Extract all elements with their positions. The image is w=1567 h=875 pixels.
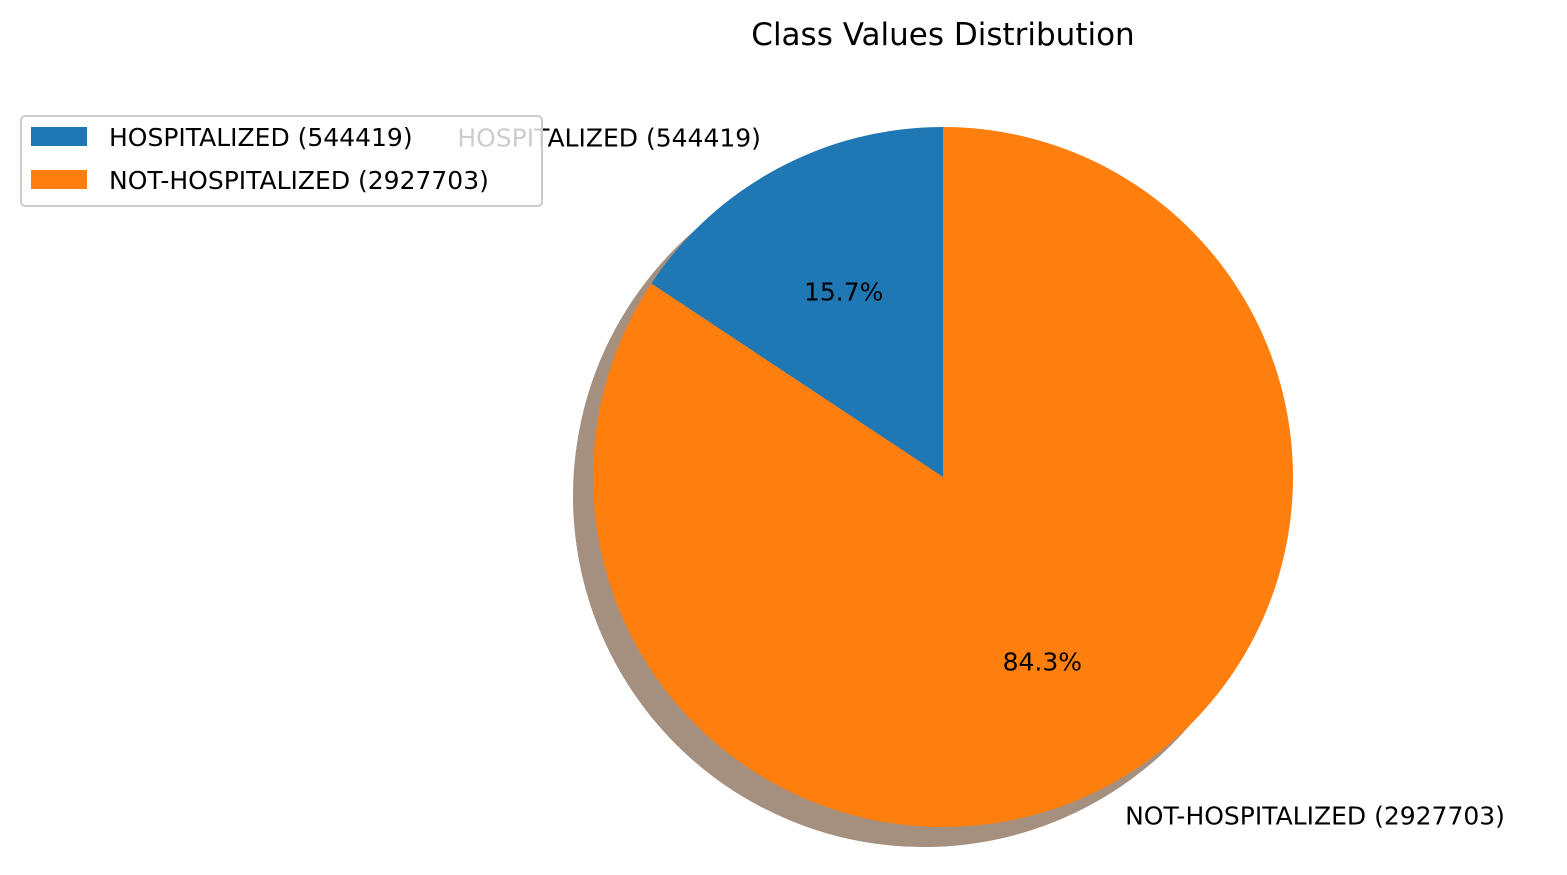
- pie-slice-hospitalized: [651, 127, 943, 477]
- pie-slice-not-hospitalized: [593, 127, 1293, 828]
- legend-swatch-hospitalized: [31, 127, 87, 146]
- chart-title: Class Values Distribution: [751, 17, 1134, 53]
- legend-swatch-not-hospitalized: [31, 170, 87, 189]
- pie-percent-label-not-hospitalized: 84.3%: [1003, 648, 1082, 677]
- pie-slice-label-not-hospitalized: NOT-HOSPITALIZED (2927703): [1125, 802, 1505, 831]
- legend: HOSPITALIZED (544419) NOT-HOSPITALIZED (…: [20, 115, 543, 207]
- legend-box: [20, 115, 543, 207]
- legend-entry-not-hospitalized: NOT-HOSPITALIZED (2927703): [31, 166, 489, 195]
- legend-entry-hospitalized: HOSPITALIZED (544419): [31, 123, 413, 152]
- legend-label-hospitalized: HOSPITALIZED (544419): [109, 123, 413, 152]
- pie-slices: [593, 127, 1293, 828]
- pie-percent-label-hospitalized: 15.7%: [804, 277, 883, 306]
- legend-label-not-hospitalized: NOT-HOSPITALIZED (2927703): [109, 166, 489, 195]
